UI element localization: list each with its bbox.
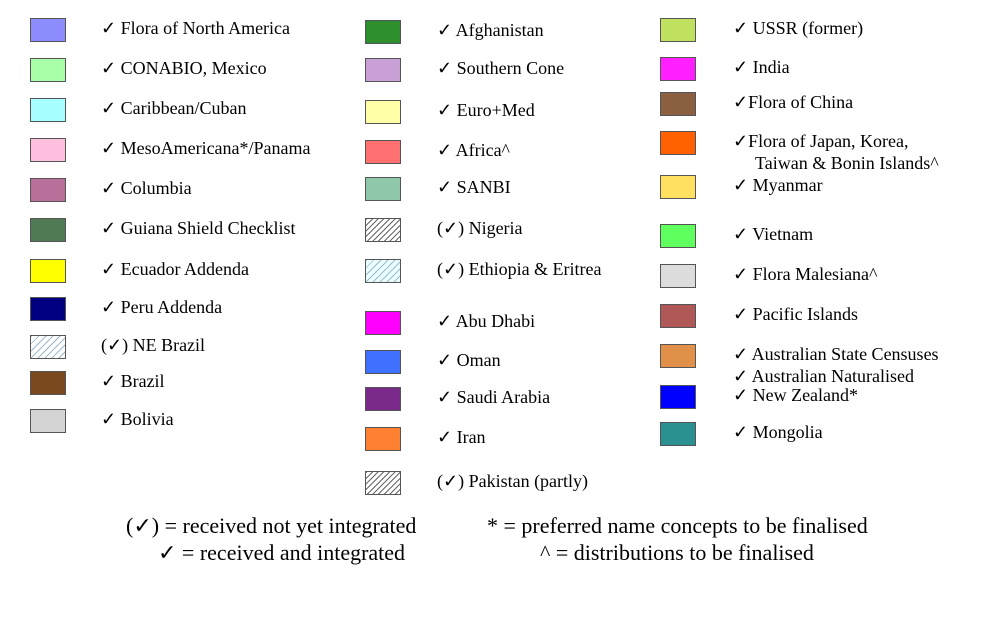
- legend-label: ✓ Southern Cone: [437, 58, 565, 78]
- legend-label: ✓ Oman: [437, 350, 501, 370]
- legend-swatch: [660, 344, 696, 368]
- legend-swatch: [30, 18, 66, 42]
- legend-label: ✓ Australian State Censuses: [733, 344, 939, 364]
- legend-label: ✓ Iran: [437, 427, 486, 447]
- legend-label: ✓ Euro+Med: [437, 100, 535, 120]
- legend-swatch: [30, 409, 66, 433]
- legend-label: ✓ Ecuador Addenda: [101, 259, 250, 279]
- legend-label: ✓ CONABIO, Mexico: [101, 58, 267, 78]
- key-received-not-integrated: (✓) = received not yet integrated: [126, 513, 417, 538]
- legend-swatch: [660, 224, 696, 248]
- key-received-integrated: ✓ = received and integrated: [158, 540, 406, 565]
- legend-swatch: [30, 371, 66, 395]
- legend-label: ✓ Myanmar: [733, 175, 823, 195]
- legend-label: ✓Flora of Japan, Korea,: [733, 131, 909, 151]
- legend-label: ✓ Caribbean/Cuban: [101, 98, 247, 118]
- legend-label: ✓ Bolivia: [101, 409, 174, 429]
- legend-swatch: [30, 178, 66, 202]
- legend-label: ✓ Abu Dhabi: [437, 311, 536, 331]
- legend-swatch: [365, 177, 401, 201]
- legend-swatch: [365, 20, 401, 44]
- key-distributions: ^ = distributions to be finalised: [540, 540, 814, 565]
- legend-swatch: [660, 175, 696, 199]
- legend-swatch: [660, 422, 696, 446]
- legend-swatch: [30, 98, 66, 122]
- legend-label: ✓ USSR (former): [733, 18, 864, 38]
- legend-label: ✓ Pacific Islands: [733, 304, 859, 324]
- legend-label: ✓ Mongolia: [733, 422, 823, 442]
- legend-swatch: [660, 131, 696, 155]
- legend-swatch: [660, 57, 696, 81]
- legend-swatch: [660, 18, 696, 42]
- legend-swatch: [30, 218, 66, 242]
- legend-swatch: [660, 264, 696, 288]
- legend-swatch: [365, 427, 401, 451]
- legend-swatch: [660, 385, 696, 409]
- legend-swatch: [30, 259, 66, 283]
- legend-swatch: [365, 140, 401, 164]
- legend-swatch: [365, 387, 401, 411]
- legend-label: (✓) Pakistan (partly): [437, 471, 589, 491]
- legend-label: ✓ Guiana Shield Checklist: [101, 218, 296, 238]
- legend-label: ✓ SANBI: [437, 177, 511, 197]
- legend-swatch: [660, 92, 696, 116]
- legend-label: ✓ Flora of North America: [101, 18, 291, 38]
- legend-swatch: [365, 218, 401, 242]
- legend-label: ✓ MesoAmericana*/Panama: [101, 138, 311, 158]
- legend-label: ✓ Brazil: [101, 371, 165, 391]
- legend-swatch: [365, 471, 401, 495]
- legend-label: ✓ Africa^: [437, 140, 511, 160]
- legend-swatch: [30, 58, 66, 82]
- legend-swatch: [365, 100, 401, 124]
- legend-label: (✓) Nigeria: [437, 218, 523, 238]
- legend-label: ✓ Peru Addenda: [101, 297, 223, 317]
- legend-label: ✓ India: [733, 57, 790, 77]
- legend-label: ✓ New Zealand*: [733, 385, 859, 405]
- legend-swatch: [660, 304, 696, 328]
- legend-label: ✓ Columbia: [101, 178, 192, 198]
- legend-label-line2: ✓ Australian Naturalised: [733, 366, 915, 386]
- legend-swatch: [30, 297, 66, 321]
- legend-label: ✓ Flora Malesiana^: [733, 264, 878, 284]
- legend-label-line2: Taiwan & Bonin Islands^: [755, 153, 939, 173]
- legend-label: ✓ Afghanistan: [437, 20, 544, 40]
- legend-label: ✓ Vietnam: [733, 224, 814, 244]
- legend-label: ✓Flora of China: [733, 92, 854, 112]
- legend-swatch: [365, 350, 401, 374]
- legend-label: (✓) NE Brazil: [101, 335, 206, 355]
- legend-swatch: [365, 311, 401, 335]
- key-preferred-name: * = preferred name concepts to be finali…: [487, 513, 868, 538]
- legend-label: (✓) Ethiopia & Eritrea: [437, 259, 602, 279]
- legend-swatch: [30, 138, 66, 162]
- legend-swatch: [365, 259, 401, 283]
- legend-swatch: [30, 335, 66, 359]
- legend-label: ✓ Saudi Arabia: [437, 387, 551, 407]
- legend-swatch: [365, 58, 401, 82]
